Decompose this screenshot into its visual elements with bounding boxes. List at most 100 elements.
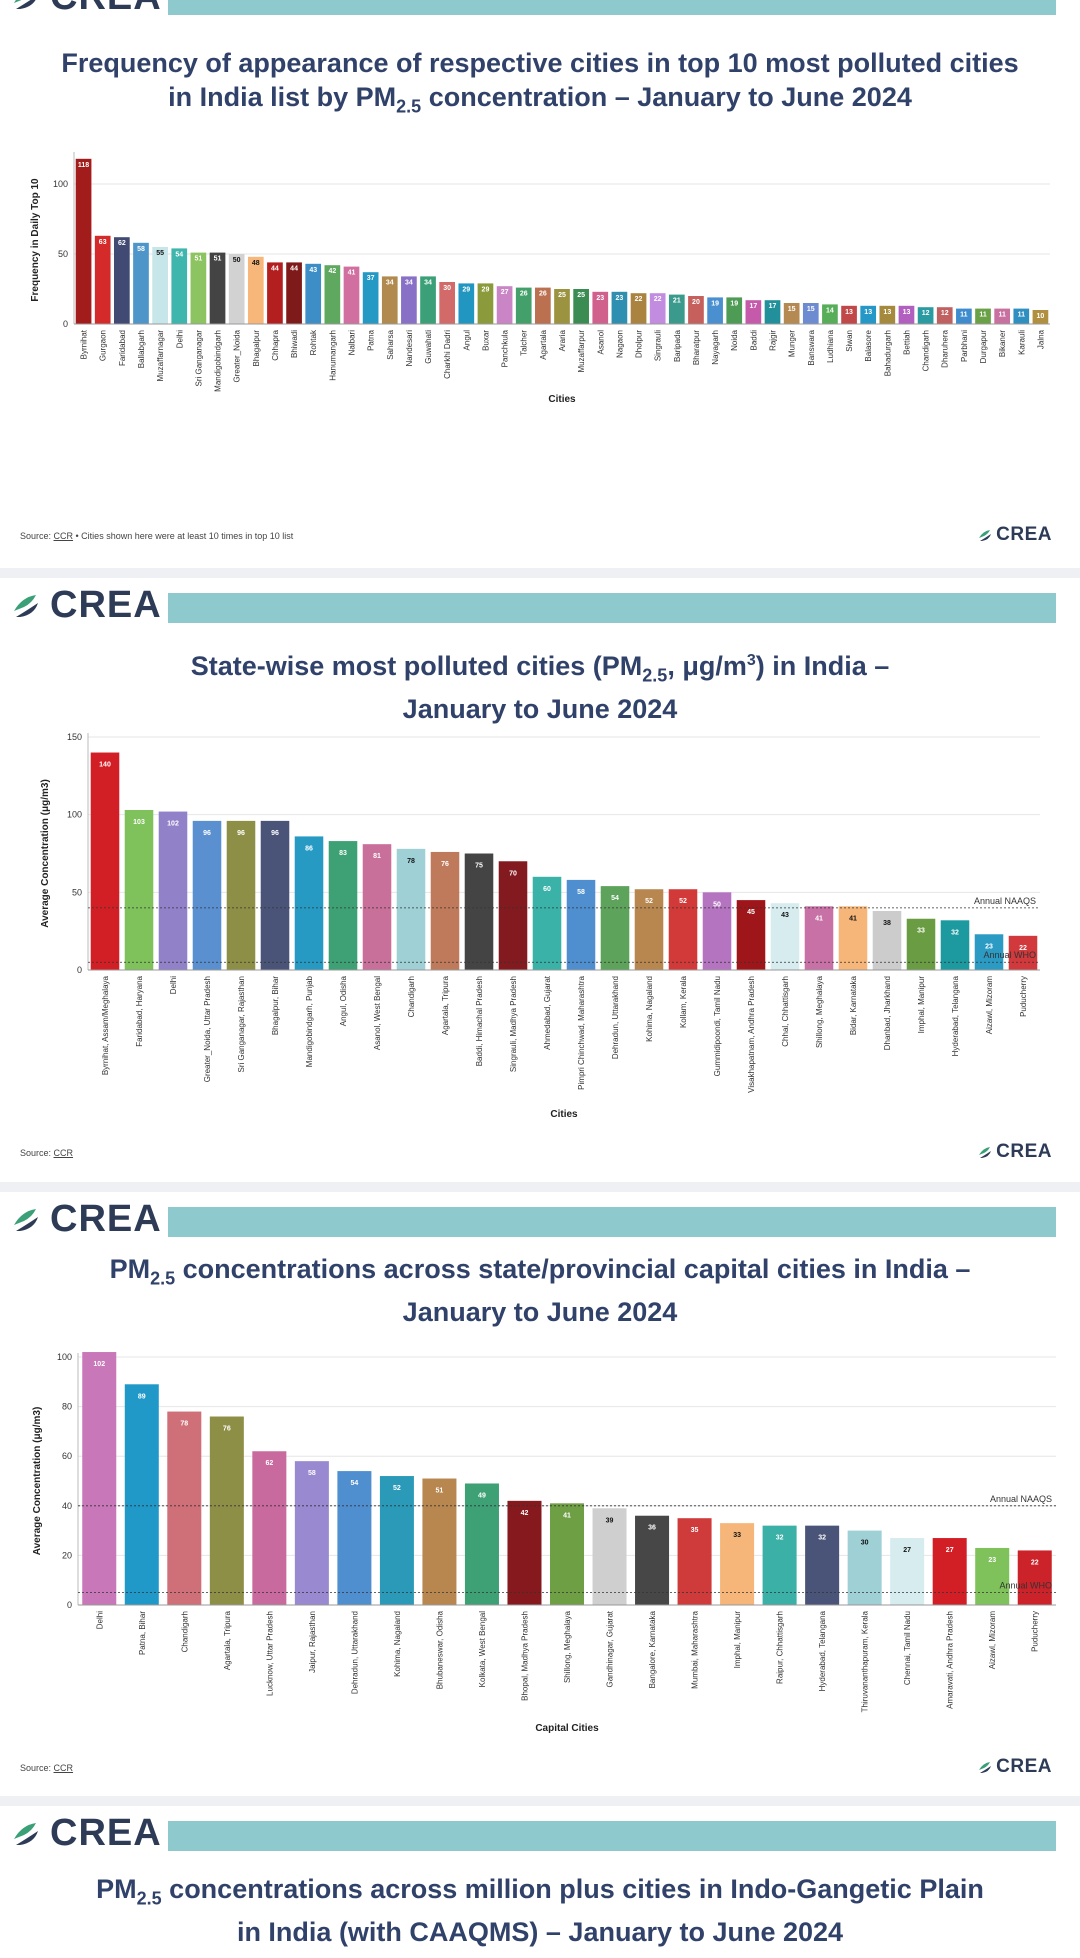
data-label: 34	[405, 279, 413, 286]
crea-logo: CREA	[10, 582, 162, 628]
x-tick-label: Banswara	[807, 329, 816, 365]
y-axis-label: Frequency in Daily Top 10	[30, 178, 41, 302]
data-label: 62	[265, 1460, 273, 1467]
y-tick-label: 80	[62, 1402, 72, 1412]
x-tick-label: Byrnihat, Assam/Meghalaya	[101, 975, 110, 1075]
bar	[464, 1483, 499, 1605]
panel-separator	[0, 1796, 1080, 1806]
x-tick-label: Chandigarh	[407, 976, 416, 1017]
x-tick-label: Muzaffarpur	[577, 330, 586, 373]
x-tick-label: Dehradun, Uttarakhand	[611, 976, 620, 1059]
x-tick-label: Singrauli, Madhya Pradesh	[509, 976, 518, 1072]
data-label: 22	[654, 296, 662, 303]
x-tick-label: Nagaon	[615, 330, 624, 358]
x-tick-label: Sri Ganganagar	[194, 330, 203, 387]
data-label: 41	[563, 1512, 571, 1519]
data-label: 89	[138, 1393, 146, 1400]
chart-3-title-line2: January to June 2024	[402, 1297, 678, 1328]
data-label: 45	[747, 909, 755, 916]
bar	[294, 836, 324, 970]
chart-1-title-line1: Frequency of appearance of respective ci…	[61, 48, 1019, 78]
data-label: 76	[441, 861, 449, 868]
data-label: 11	[979, 312, 987, 319]
data-label: 17	[769, 303, 777, 310]
x-tick-label: Dehradun, Uttarakhand	[350, 1611, 359, 1694]
data-label: 54	[350, 1480, 358, 1487]
bar	[975, 308, 991, 324]
bar	[532, 876, 562, 970]
bar	[515, 287, 532, 324]
x-tick-label: Asanol	[596, 330, 605, 355]
x-tick-label: Guwahati	[424, 330, 433, 364]
data-label: 44	[290, 265, 298, 272]
bar	[464, 853, 494, 970]
bar	[94, 235, 111, 324]
data-label: 34	[424, 279, 432, 286]
bar	[549, 1503, 585, 1605]
crea-banner: CREA	[0, 1194, 1080, 1244]
bar	[940, 920, 970, 970]
bar	[634, 889, 664, 970]
data-label: 13	[903, 309, 911, 316]
data-label: 51	[436, 1488, 444, 1495]
x-tick-label: Jalna	[1036, 329, 1045, 349]
bar	[401, 276, 417, 324]
bar	[611, 291, 628, 324]
y-tick-label: 20	[62, 1550, 72, 1560]
data-label: 52	[679, 898, 687, 905]
y-axis-label: Average Concentration (μg/m3)	[32, 1407, 43, 1556]
bar	[783, 303, 800, 324]
data-label: 22	[635, 296, 643, 303]
x-tick-label: Patna, Bihar	[138, 1611, 147, 1655]
bar	[566, 879, 596, 970]
x-tick-label: Araria	[558, 329, 567, 351]
bar	[420, 276, 436, 324]
bar	[802, 303, 819, 324]
bar	[860, 305, 877, 324]
chart-2-title-line2: January to June 2024	[402, 694, 678, 725]
chart-4-title-line2: in India (with CAAQMS) – January to June…	[236, 1917, 844, 1948]
x-tick-label: Pimpri Chinchwad, Maharashtra	[577, 975, 586, 1089]
bar	[294, 1461, 329, 1605]
chart-2-source: Source: CCR	[20, 1148, 74, 1158]
y-tick-label: 0	[63, 319, 68, 329]
bar	[635, 1515, 670, 1605]
data-label: 27	[903, 1547, 911, 1554]
x-tick-label: Gandhinagar, Gujarat	[606, 1610, 615, 1687]
x-tick-label: Dholpur	[635, 330, 644, 358]
x-tick-label: Amaravati, Andhra Pradesh	[946, 1611, 955, 1709]
x-tick-label: Saharsa	[386, 329, 395, 359]
bar	[600, 886, 630, 970]
x-tick-label: Baripada	[673, 329, 682, 362]
data-label: 140	[99, 762, 111, 769]
y-tick-label: 100	[53, 179, 68, 189]
x-tick-label: Visakhapatnam, Andhra Pradesh	[747, 976, 756, 1093]
bar	[267, 262, 283, 324]
y-tick-label: 60	[62, 1451, 72, 1461]
data-label: 29	[482, 286, 490, 293]
data-label: 36	[648, 1525, 656, 1532]
crea-watermark-text: CREA	[996, 1141, 1052, 1162]
data-label: 96	[237, 830, 245, 837]
data-label: 43	[781, 912, 789, 919]
bar	[736, 900, 766, 970]
x-tick-label: Agartala, Tripura	[223, 1610, 232, 1670]
bar	[535, 287, 551, 324]
x-tick-label: Greater_Noida	[233, 329, 242, 382]
bar	[898, 305, 915, 324]
bar	[822, 304, 838, 324]
y-tick-label: 100	[57, 1352, 72, 1362]
x-tick-label: Shillong, Meghalaya	[563, 1610, 572, 1683]
x-tick-label: Jaipur, Rajasthan	[308, 1611, 317, 1673]
data-label: 23	[985, 943, 993, 950]
panel-separator	[0, 568, 1080, 578]
chart-4-title-line1: PM2.5 concentrations across million plus…	[96, 1874, 984, 1909]
crea-leaf-icon	[10, 1203, 42, 1235]
x-tick-label: Delhi	[175, 330, 184, 348]
x-tick-label: Puducherry	[1031, 1611, 1040, 1652]
banner-bar	[168, 1821, 1056, 1851]
bar	[305, 263, 322, 324]
data-label: 52	[393, 1485, 401, 1492]
data-label: 78	[407, 858, 415, 865]
data-label: 39	[606, 1517, 614, 1524]
